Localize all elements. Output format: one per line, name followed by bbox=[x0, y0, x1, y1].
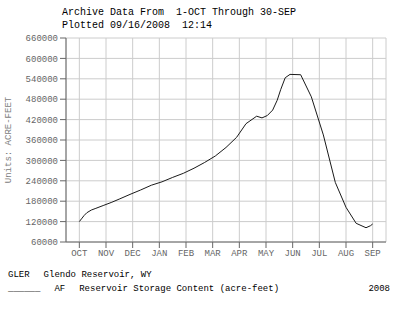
svg-text:FEB: FEB bbox=[178, 249, 195, 259]
svg-text:Units: ACRE-FEET: Units: ACRE-FEET bbox=[8, 96, 14, 183]
svg-text:300000: 300000 bbox=[26, 157, 58, 167]
svg-text:120000: 120000 bbox=[26, 218, 58, 228]
html-text:AF: AF bbox=[54, 284, 66, 294]
svg-text:MAY: MAY bbox=[258, 249, 275, 259]
svg-text:AUG: AUG bbox=[338, 249, 354, 259]
svg-text:MAR: MAR bbox=[205, 249, 222, 259]
svg-text:JUN: JUN bbox=[285, 249, 301, 259]
svg-text:NOV: NOV bbox=[98, 249, 115, 259]
svg-text:SEP: SEP bbox=[365, 249, 381, 259]
html-text:Glendo Reservoir, WY: Glendo Reservoir, WY bbox=[43, 270, 152, 280]
svg-text:DEC: DEC bbox=[125, 249, 142, 259]
svg-text:480000: 480000 bbox=[26, 95, 58, 105]
svg-text:APR: APR bbox=[231, 249, 248, 259]
html-text:Archive Data From 1-OCT Throug: Archive Data From 1-OCT Through 30-SEP bbox=[62, 7, 296, 18]
svg-text:JUL: JUL bbox=[311, 249, 327, 259]
svg-text:240000: 240000 bbox=[26, 177, 58, 187]
html-text:GLER: GLER bbox=[8, 270, 30, 280]
html-text:Plotted 09/16/2008 12:14: Plotted 09/16/2008 12:14 bbox=[62, 20, 212, 31]
svg-text:660000: 660000 bbox=[26, 34, 58, 44]
svg-text:360000: 360000 bbox=[26, 136, 58, 146]
svg-text:600000: 600000 bbox=[26, 55, 58, 65]
svg-text:420000: 420000 bbox=[26, 116, 58, 126]
svg-text:180000: 180000 bbox=[26, 197, 58, 207]
html-text:2008: 2008 bbox=[368, 284, 390, 294]
svg-text:JAN: JAN bbox=[151, 249, 167, 259]
svg-text:OCT: OCT bbox=[71, 249, 88, 259]
svg-text:60000: 60000 bbox=[31, 238, 58, 248]
svg-text:540000: 540000 bbox=[26, 75, 58, 85]
html-text:Reservoir Storage Content (acr: Reservoir Storage Content (acre-feet) bbox=[79, 284, 280, 294]
